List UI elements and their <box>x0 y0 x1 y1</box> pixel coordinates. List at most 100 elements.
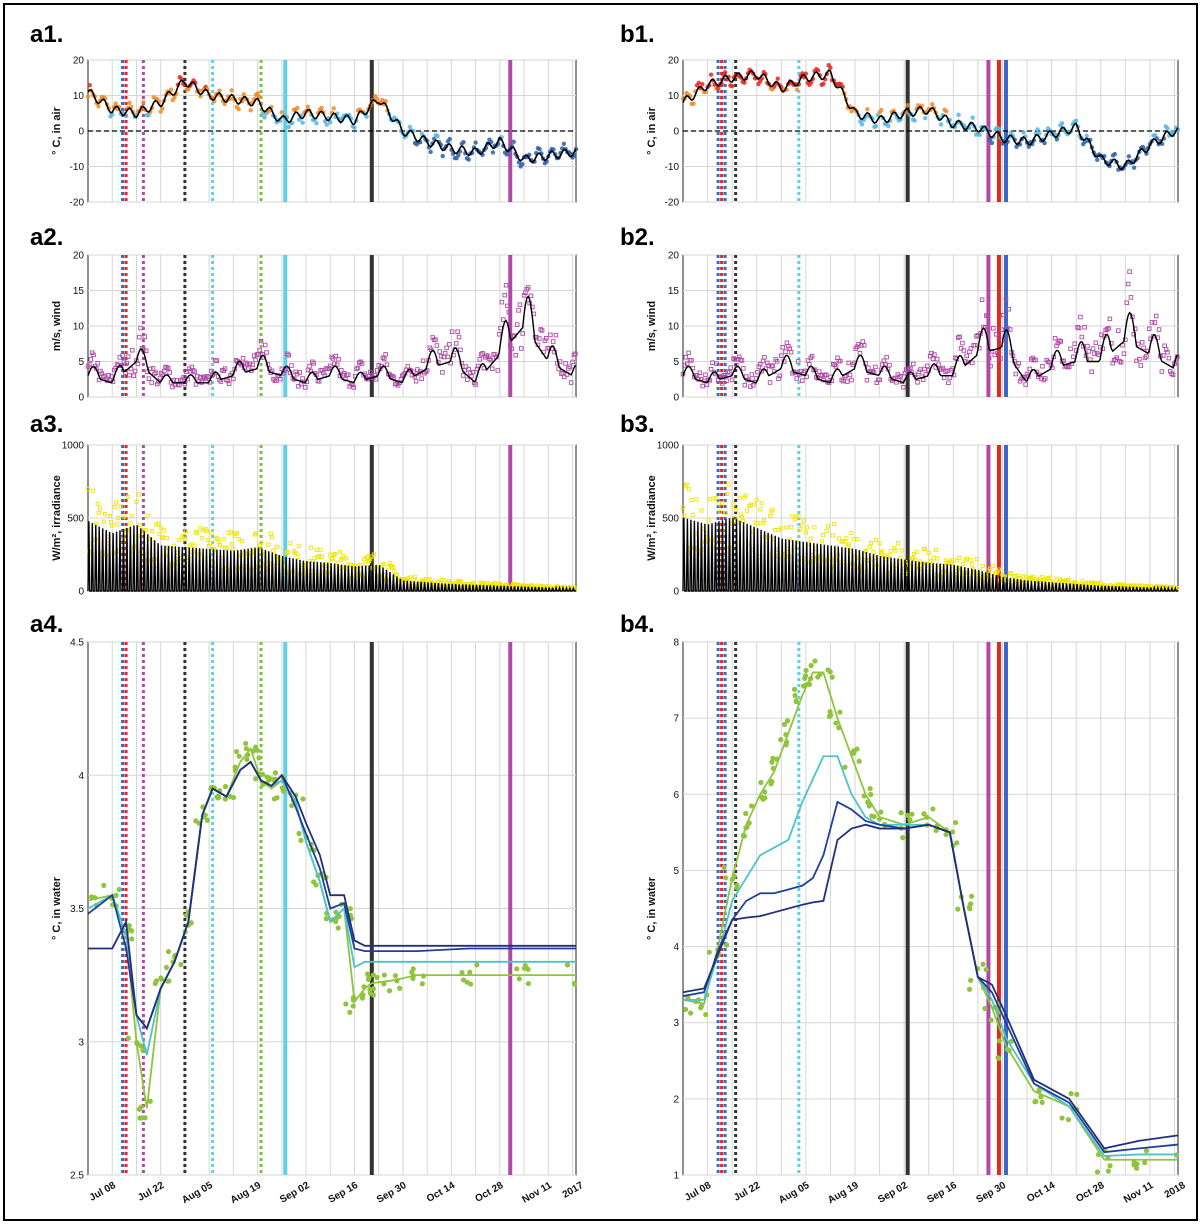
data-point <box>179 76 184 82</box>
data-point <box>699 508 704 513</box>
data-point <box>905 812 911 818</box>
y-tick-label: 3.5 <box>70 904 84 915</box>
data-point <box>757 362 763 367</box>
data-point <box>447 136 452 142</box>
data-point <box>125 494 131 499</box>
data-point <box>932 352 937 357</box>
data-point <box>440 153 445 159</box>
data-point <box>435 133 440 139</box>
data-point <box>444 345 449 351</box>
data-point <box>550 339 556 344</box>
data-point <box>923 546 928 551</box>
data-point <box>469 373 474 379</box>
data-point <box>573 351 578 357</box>
data-point <box>824 528 829 533</box>
data-point <box>442 350 448 356</box>
data-point <box>157 375 163 381</box>
data-point <box>335 925 341 931</box>
data-point <box>199 536 204 541</box>
data-point <box>397 985 403 991</box>
data-point <box>367 990 373 996</box>
data-point <box>780 345 785 350</box>
data-point <box>227 793 233 800</box>
data-point <box>748 502 753 507</box>
data-point <box>1023 382 1028 387</box>
data-point <box>925 363 930 369</box>
data-point <box>898 555 903 560</box>
data-point <box>87 83 92 88</box>
data-point <box>778 737 784 743</box>
data-point <box>149 380 154 385</box>
panel-label-b3: b3. <box>620 411 655 438</box>
data-point <box>714 361 719 366</box>
data-point <box>1084 133 1089 139</box>
data-point <box>465 377 470 382</box>
data-point <box>537 146 542 152</box>
data-point <box>1021 574 1026 579</box>
data-point <box>120 353 125 358</box>
data-point <box>1131 165 1137 170</box>
data-point <box>226 381 232 386</box>
data-point <box>445 354 451 360</box>
data-point <box>188 369 193 374</box>
data-point <box>350 1003 356 1009</box>
data-point <box>969 562 974 567</box>
data-point <box>192 369 197 374</box>
data-point <box>262 115 267 120</box>
data-point <box>161 368 167 374</box>
data-point <box>514 322 520 327</box>
data-point <box>1125 281 1131 287</box>
data-point <box>85 487 91 492</box>
data-point <box>459 970 465 976</box>
data-point <box>1076 325 1082 331</box>
data-point <box>954 558 960 563</box>
data-point <box>697 370 703 375</box>
y-tick-label: 0 <box>78 587 84 598</box>
data-point <box>163 964 170 971</box>
data-point <box>359 995 366 1001</box>
data-point <box>815 674 821 680</box>
data-point <box>722 70 728 75</box>
data-point <box>1073 118 1079 123</box>
panel-a2: 20 15 10 5 0 m/s, wind <box>51 251 578 404</box>
data-point <box>334 362 340 368</box>
y-tick-label: 0 <box>78 127 84 138</box>
data-point <box>847 372 853 378</box>
data-point <box>868 541 874 546</box>
data-point <box>433 337 438 342</box>
data-point <box>298 381 304 387</box>
y-tick-label: 1000 <box>62 441 85 452</box>
data-point <box>759 368 764 374</box>
data-point <box>1032 1099 1038 1105</box>
data-point <box>1003 296 1009 302</box>
data-point <box>364 971 371 977</box>
data-point <box>842 764 848 770</box>
data-point <box>724 942 730 948</box>
data-point <box>168 87 174 92</box>
data-point <box>419 376 424 381</box>
data-point <box>717 509 722 514</box>
data-point <box>759 501 764 506</box>
data-point <box>775 76 780 81</box>
panel-label-b4: b4. <box>620 611 655 638</box>
data-point <box>1071 354 1076 359</box>
data-point <box>781 721 788 727</box>
y-tick-label: 15 <box>668 286 680 297</box>
data-point <box>184 529 189 534</box>
data-point <box>795 359 801 364</box>
data-point <box>851 748 857 754</box>
data-point <box>991 326 996 331</box>
data-point <box>256 755 262 761</box>
data-point <box>964 353 969 359</box>
data-point <box>511 139 516 145</box>
data-point <box>790 514 795 519</box>
data-point <box>303 385 308 390</box>
data-point <box>720 501 725 506</box>
data-point <box>789 525 794 530</box>
y-tick-label: -20 <box>665 198 680 209</box>
data-point <box>1166 355 1172 361</box>
data-point <box>1138 363 1144 368</box>
data-point <box>537 336 542 341</box>
data-point <box>996 127 1002 132</box>
data-point <box>1095 157 1100 163</box>
